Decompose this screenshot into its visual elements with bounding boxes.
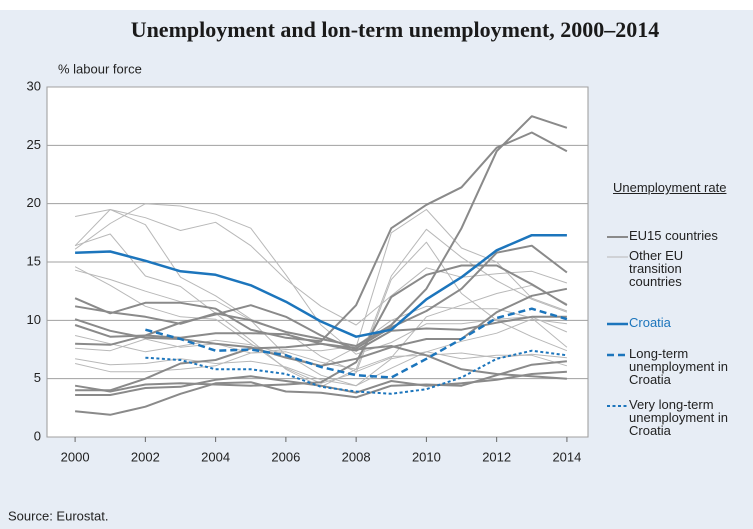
legend-swatch (607, 405, 628, 407)
legend-label: Croatia (629, 315, 671, 330)
series-line (75, 233, 567, 338)
country-line (74, 315, 567, 352)
source: Source: Eurostat. (8, 508, 108, 523)
series-line (145, 349, 568, 395)
x-tick-label: 2002 (131, 449, 160, 464)
country-line (74, 209, 568, 373)
country-line (74, 264, 568, 393)
y-tick-label: 10 (27, 312, 41, 327)
country-line (75, 338, 567, 370)
x-tick-label: 2012 (482, 449, 511, 464)
x-tick-label: 2010 (412, 449, 441, 464)
legend-label: Other EU transition countries (629, 248, 684, 289)
country-line (74, 228, 568, 388)
x-tick-label: 2008 (342, 449, 371, 464)
y-tick-label: 20 (27, 195, 41, 210)
legend-swatch (607, 353, 628, 357)
y-tick-label: 5 (34, 370, 41, 385)
x-tick-label: 2004 (201, 449, 230, 464)
country-line (74, 115, 568, 347)
y-tick-label: 25 (27, 137, 41, 152)
y-axis-label: % labour force (58, 61, 142, 76)
x-tick-label: 2014 (552, 449, 581, 464)
legend-label: EU15 countries (629, 228, 718, 243)
legend-swatch (607, 236, 628, 238)
legend-title: Unemployment rate (613, 180, 727, 195)
legend-item: EU15 countries (605, 229, 753, 242)
legend-item: Long-term unemployment in Croatia (605, 347, 753, 386)
country-line (74, 305, 568, 373)
legend-label: Very long-term unemployment in Croatia (629, 397, 728, 438)
country-line (75, 304, 567, 380)
legend-swatch (607, 322, 628, 326)
legend-item: Croatia (605, 316, 753, 329)
country-line (75, 360, 567, 416)
country-line (75, 209, 568, 326)
legend-item: Other EU transition countries (605, 249, 753, 288)
legend-item: Very long-term unemployment in Croatia (605, 398, 753, 437)
legend-label: Long-term unemployment in Croatia (629, 346, 728, 387)
country-line (75, 370, 567, 396)
country-line (74, 241, 568, 384)
y-tick-label: 15 (27, 253, 41, 268)
chart-title: Unemployment and lon-term unemployment, … (131, 17, 660, 42)
country-line (74, 131, 568, 343)
legend-swatch (607, 256, 628, 258)
y-tick-label: 30 (27, 78, 41, 93)
x-tick-label: 2006 (271, 449, 300, 464)
country-line (75, 318, 567, 387)
x-tick-label: 2000 (61, 449, 90, 464)
y-tick-label: 0 (34, 428, 41, 443)
